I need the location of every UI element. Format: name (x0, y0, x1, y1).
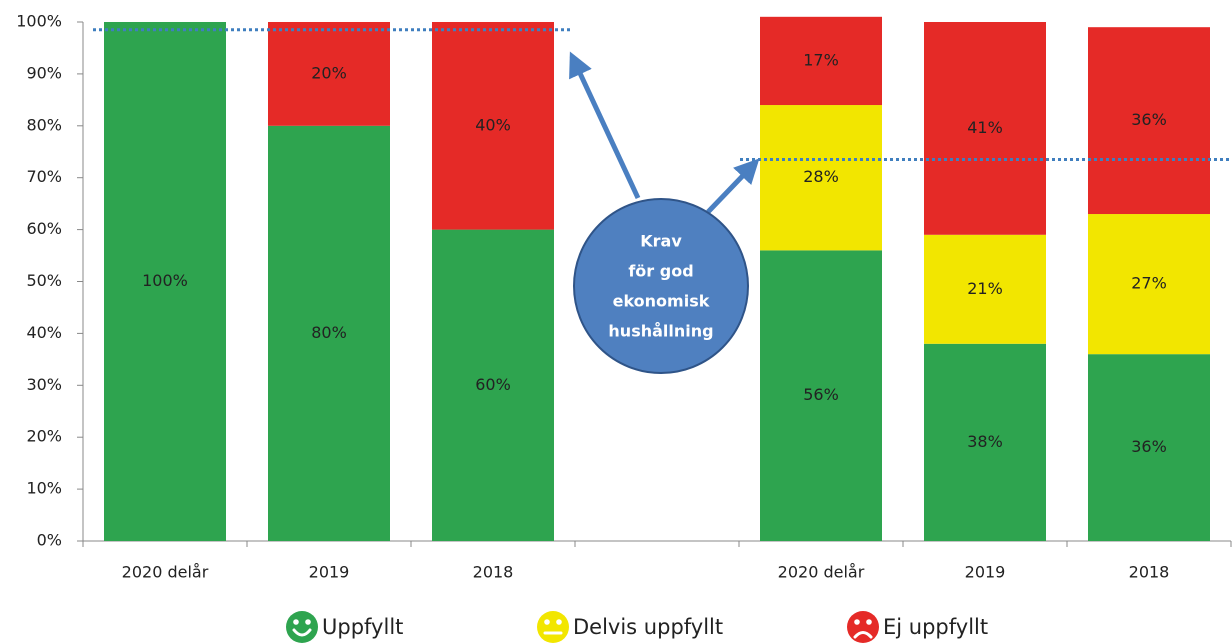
y-tick-label: 100% (16, 12, 62, 31)
y-tick-label: 30% (26, 375, 62, 394)
bar-segment (760, 105, 882, 251)
y-tick-label: 10% (26, 479, 62, 498)
legend-icon (537, 611, 569, 643)
data-label: 21% (967, 279, 1003, 298)
bar-segment (104, 22, 226, 541)
annotation-text: Krav (640, 232, 682, 251)
legend-icon-eye (556, 619, 562, 625)
data-label: 36% (1131, 110, 1167, 129)
data-label: 41% (967, 118, 1003, 137)
x-tick-label: 2020 delår (778, 563, 865, 582)
data-label: 38% (967, 432, 1003, 451)
bar-segment (924, 22, 1046, 235)
legend-label: Delvis uppfyllt (573, 615, 723, 639)
y-tick-label: 80% (26, 115, 62, 134)
legend-icon (286, 611, 318, 643)
data-label: 36% (1131, 437, 1167, 456)
y-tick-label: 60% (26, 219, 62, 238)
data-label: 100% (142, 271, 188, 290)
x-tick-label: 2018 (473, 563, 514, 582)
bar-segment (432, 22, 554, 230)
data-label: 56% (803, 385, 839, 404)
y-tick-label: 40% (26, 323, 62, 342)
annotation-bubble (573, 198, 749, 374)
bar-segment (1088, 214, 1210, 355)
data-label: 27% (1131, 274, 1167, 293)
legend-icon-eye (866, 619, 872, 625)
legend-label: Uppfyllt (322, 615, 403, 639)
bar-segment (1088, 354, 1210, 541)
legend-icon-eye (544, 619, 550, 625)
legend-icon (847, 611, 879, 643)
data-label: 17% (803, 50, 839, 69)
arrow (569, 51, 641, 200)
y-tick-label: 50% (26, 271, 62, 290)
x-tick-label: 2020 delår (122, 563, 209, 582)
legend-icon-eye (293, 619, 299, 625)
legend-icon-mouth (853, 631, 873, 639)
bar-segment (1088, 27, 1210, 215)
data-label: 28% (803, 167, 839, 186)
bar-segment (268, 125, 390, 542)
bar-segment (760, 250, 882, 542)
data-label: 20% (311, 63, 347, 82)
x-tick-label: 2019 (965, 563, 1006, 582)
annotation-text: för god (628, 262, 693, 281)
y-tick-label: 20% (26, 427, 62, 446)
y-tick-label: 0% (37, 531, 62, 550)
data-label: 40% (475, 115, 511, 134)
annotation-text: ekonomisk (613, 292, 710, 311)
data-label: 60% (475, 375, 511, 394)
y-tick-label: 90% (26, 63, 62, 82)
x-tick-label: 2018 (1129, 563, 1170, 582)
x-tick-label: 2019 (309, 563, 350, 582)
bar-segment (924, 343, 1046, 541)
bar-segment (924, 234, 1046, 344)
arrow (706, 158, 760, 214)
legend-icon-mouth (292, 628, 312, 637)
legend-label: Ej uppfyllt (883, 615, 988, 639)
bar-segment (432, 229, 554, 541)
bar-segment (760, 16, 882, 106)
legend-icon-eye (305, 619, 311, 625)
data-label: 80% (311, 323, 347, 342)
annotation-text: hushållning (608, 322, 713, 341)
bar-segment (268, 22, 390, 126)
legend-icon-eye (854, 619, 860, 625)
y-tick-label: 70% (26, 167, 62, 186)
